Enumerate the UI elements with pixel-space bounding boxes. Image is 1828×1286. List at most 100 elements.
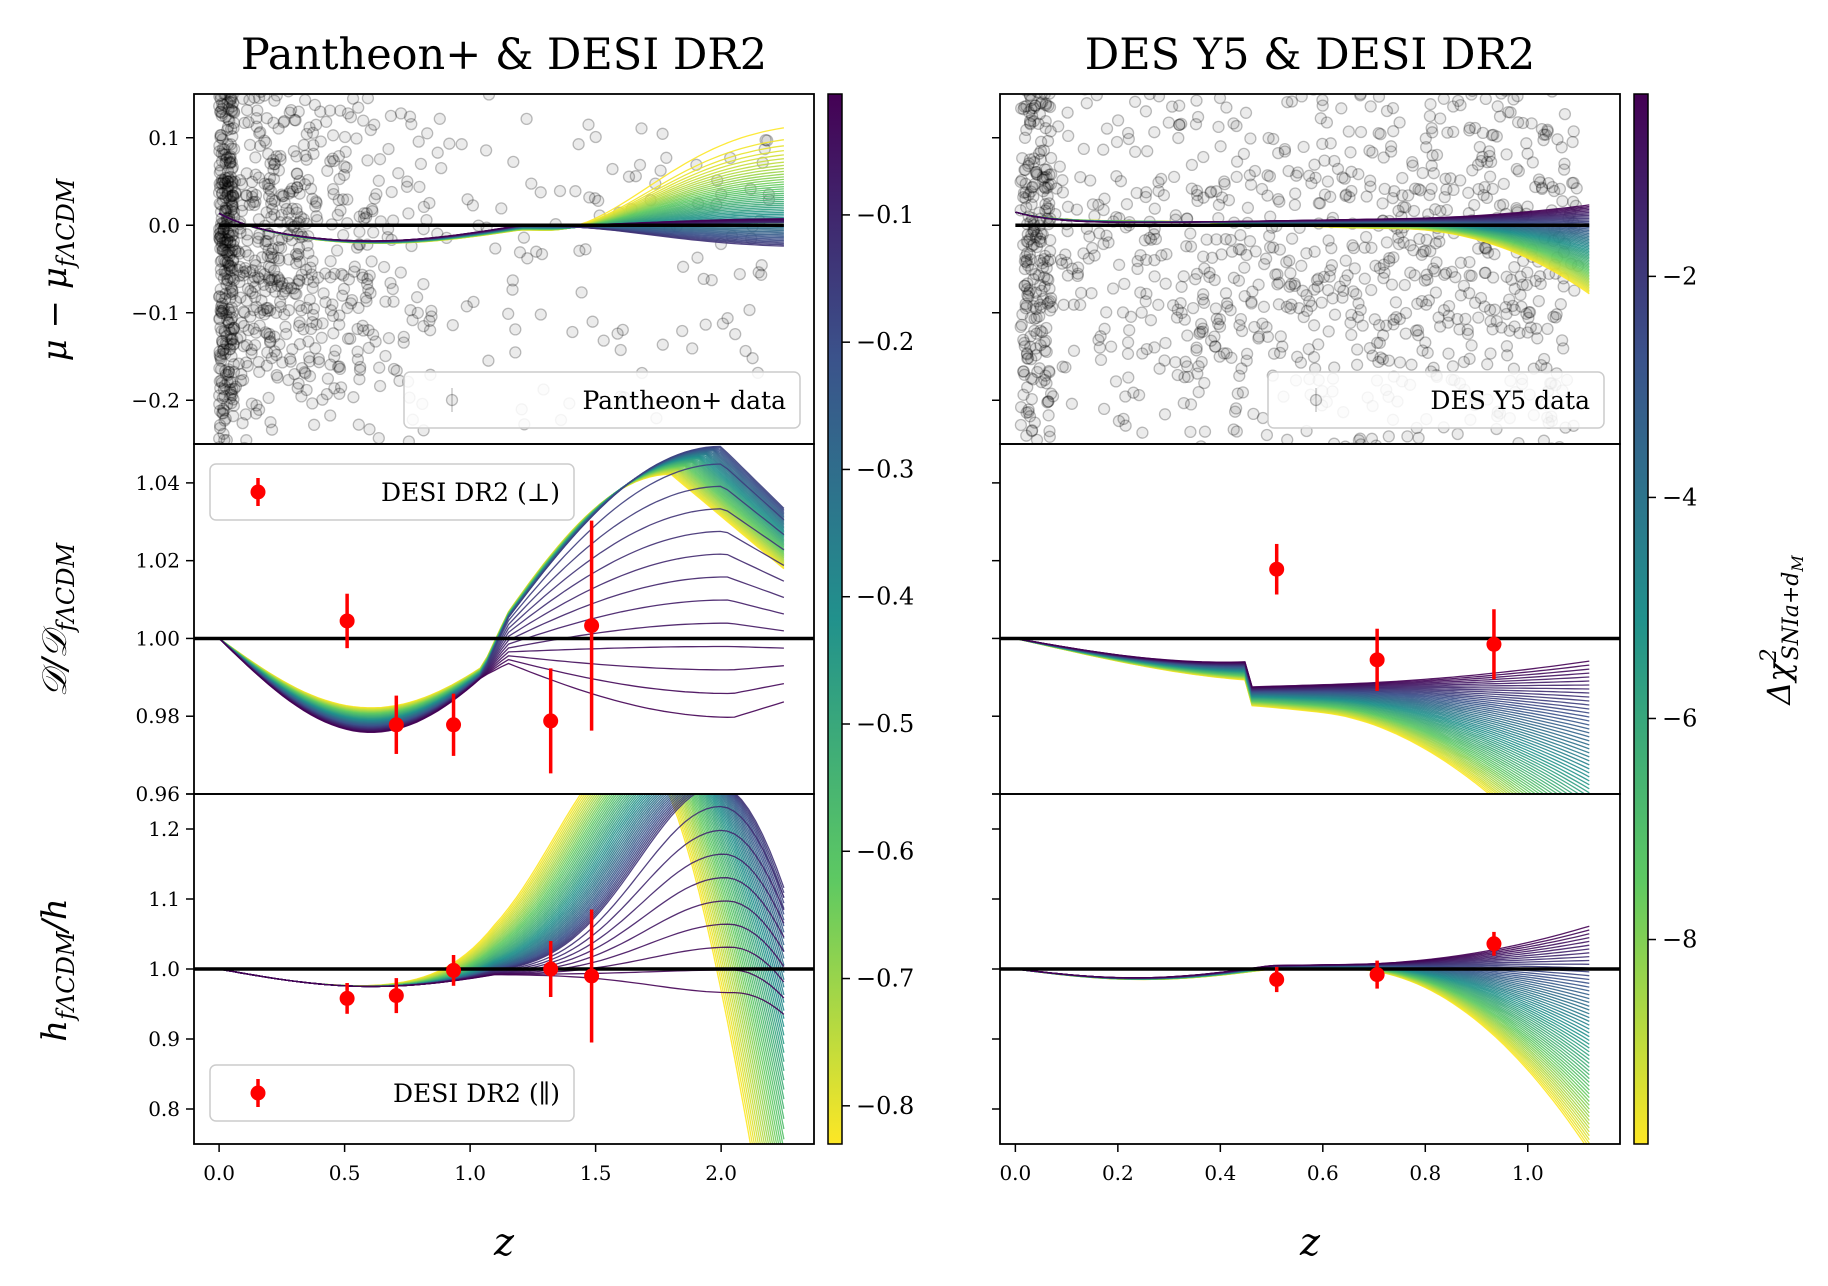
- sn-point: [1086, 241, 1099, 255]
- sn-point: [1377, 271, 1390, 285]
- sn-point: [1338, 274, 1352, 287]
- sn-point: [1039, 198, 1052, 211]
- sn-point: [1454, 256, 1468, 269]
- sn-point: [264, 416, 277, 429]
- sn-point: [363, 423, 376, 436]
- sn-point: [1285, 95, 1299, 108]
- sn-point: [351, 345, 364, 358]
- sn-point: [219, 201, 233, 214]
- sn-point: [253, 127, 266, 140]
- sn-point: [1442, 299, 1456, 313]
- sn-point: [267, 172, 281, 186]
- sn-point: [1424, 245, 1437, 258]
- sn-point: [213, 375, 226, 388]
- sn-point: [221, 244, 235, 257]
- legend-des-y5: DES Y5 data: [1267, 371, 1605, 429]
- sn-point: [697, 272, 710, 286]
- sn-point: [301, 239, 314, 252]
- sn-point: [1097, 143, 1110, 156]
- sn-point: [1208, 330, 1221, 343]
- sn-point: [226, 285, 239, 298]
- sn-point: [1162, 116, 1175, 129]
- sn-point: [1029, 46, 1040, 57]
- sn-point: [1300, 304, 1314, 317]
- sn-point: [1184, 425, 1197, 439]
- sn-point: [270, 150, 283, 163]
- sn-point: [1412, 431, 1425, 444]
- sn-point: [1324, 137, 1337, 150]
- sn-point: [443, 137, 456, 150]
- sn-point: [247, 322, 260, 335]
- sn-point: [329, 344, 342, 357]
- sn-point: [1029, 231, 1042, 244]
- sn-point: [1029, 342, 1043, 355]
- sn-point: [1117, 412, 1130, 426]
- sn-point: [1451, 427, 1464, 441]
- sn-point: [1088, 249, 1101, 262]
- sn-point: [1312, 272, 1325, 285]
- sn-point: [1514, 288, 1527, 302]
- sn-point: [1279, 511, 1290, 522]
- sn-point: [246, 287, 259, 300]
- sn-point: [1476, 150, 1489, 164]
- sn-point: [225, 229, 239, 242]
- sn-point: [403, 110, 417, 123]
- sn-point: [222, 613, 233, 624]
- sn-point: [240, 356, 253, 369]
- sn-point: [1457, 355, 1471, 369]
- sn-point: [297, 323, 310, 336]
- sn-point: [1043, 304, 1057, 317]
- sn-point: [1383, 252, 1396, 265]
- sn-point: [1030, 228, 1044, 241]
- sn-point: [1128, 480, 1139, 491]
- sn-point: [1240, 347, 1254, 361]
- sn-point: [1018, 163, 1031, 176]
- sn-point: [213, 232, 226, 246]
- sn-point: [1037, 144, 1051, 157]
- sn-point: [357, 114, 370, 127]
- sn-point: [1426, 126, 1439, 139]
- sn-point: [275, 208, 288, 222]
- sn-point: [1260, 428, 1274, 442]
- sn-point: [219, 148, 232, 161]
- sn-point: [739, 344, 752, 358]
- sn-point: [262, 273, 275, 287]
- sn-point: [239, 261, 252, 275]
- sn-point: [1128, 95, 1142, 108]
- sn-point: [410, 291, 424, 304]
- sn-point: [308, 98, 322, 112]
- sn-point: [1527, 469, 1538, 480]
- sn-point: [400, 180, 414, 193]
- sn-point: [222, 112, 235, 126]
- sn-point: [660, 151, 673, 164]
- sn-point: [217, 343, 230, 356]
- sn-point: [214, 230, 228, 243]
- sn-point: [219, 287, 232, 300]
- sn-point: [1092, 198, 1105, 211]
- sn-point: [1024, 185, 1038, 198]
- sn-point: [221, 68, 232, 79]
- desi-point: [584, 618, 600, 634]
- sn-point: [1173, 118, 1186, 131]
- sn-point: [1411, 324, 1425, 337]
- sn-point: [272, 241, 285, 254]
- sn-point: [1025, 102, 1038, 115]
- sn-point: [300, 127, 313, 141]
- sn-point: [1393, 312, 1406, 326]
- sn-point: [240, 434, 253, 444]
- sn-point: [272, 252, 285, 265]
- sn-point: [1459, 312, 1472, 326]
- sn-point: [252, 231, 265, 245]
- sn-point: [226, 161, 239, 174]
- sn-point: [341, 217, 354, 230]
- sn-point: [1484, 500, 1495, 511]
- sn-point: [1557, 163, 1571, 176]
- sn-point: [216, 406, 229, 420]
- sn-point: [224, 157, 237, 170]
- sn-point: [341, 332, 355, 345]
- sn-point: [293, 338, 307, 351]
- sn-point: [1195, 355, 1208, 369]
- sn-point: [1248, 164, 1262, 178]
- sn-point: [1148, 202, 1161, 215]
- sn-point: [1174, 297, 1187, 310]
